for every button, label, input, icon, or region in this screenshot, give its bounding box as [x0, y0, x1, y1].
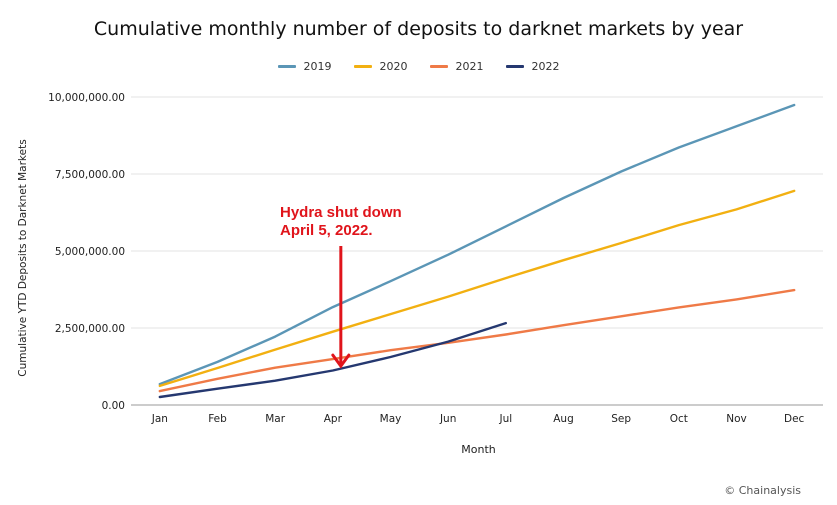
- annotation-line-1: Hydra shut down: [280, 204, 402, 221]
- legend-label-2019: 2019: [303, 60, 332, 73]
- y-tick-label-0: 0.00: [102, 400, 125, 412]
- series-line-2022: [158, 321, 507, 399]
- series-line-2021: [158, 288, 796, 393]
- x-tick-label-apr: Apr: [324, 413, 343, 425]
- legend-item-2021[interactable]: 2021: [429, 60, 484, 73]
- y-tick-label-4: 10,000,000.00: [48, 92, 125, 104]
- legend-label-2021: 2021: [455, 60, 484, 73]
- legend-item-2019[interactable]: 2019: [277, 60, 332, 73]
- legend-label-2020: 2020: [379, 60, 408, 73]
- annotation-line-2: April 5, 2022.: [280, 222, 373, 239]
- hydra-annotation: Hydra shut down April 5, 2022.: [280, 204, 402, 240]
- x-tick-label-oct: Oct: [670, 413, 688, 425]
- x-tick-label-jun: Jun: [439, 413, 456, 425]
- legend-swatch-2020: [353, 65, 372, 68]
- x-axis-title: Month: [461, 443, 496, 456]
- legend-label-2022: 2022: [531, 60, 560, 73]
- y-tick-label-2: 5,000,000.00: [55, 246, 125, 258]
- annotation-arrow-head: [331, 353, 351, 369]
- credit-text: © Chainalysis: [724, 484, 801, 497]
- legend-swatch-2019: [277, 65, 296, 68]
- x-tick-label-feb: Feb: [208, 413, 227, 425]
- legend-item-2020[interactable]: 2020: [353, 60, 408, 73]
- x-tick-label-nov: Nov: [726, 413, 747, 425]
- x-tick-label-sep: Sep: [611, 413, 631, 425]
- x-tick-label-jan: Jan: [151, 413, 168, 425]
- x-tick-label-jul: Jul: [498, 413, 512, 425]
- legend-swatch-2021: [429, 65, 448, 68]
- x-tick-label-aug: Aug: [553, 413, 574, 425]
- chart-title: Cumulative monthly number of deposits to…: [93, 18, 744, 40]
- legend-item-2022[interactable]: 2022: [505, 60, 560, 73]
- series-line-2019: [158, 103, 796, 386]
- x-tick-label-dec: Dec: [784, 413, 805, 425]
- y-axis-title: Cumulative YTD Deposits to Darknet Marke…: [17, 139, 29, 377]
- y-tick-label-1: 2,500,000.00: [55, 323, 125, 335]
- x-tick-label-may: May: [380, 413, 402, 425]
- y-tick-label-3: 7,500,000.00: [55, 169, 125, 181]
- legend: 2019 2020 2021 2022: [0, 60, 837, 73]
- legend-swatch-2022: [505, 65, 524, 68]
- x-tick-label-mar: Mar: [265, 413, 285, 425]
- series-line-2020: [158, 189, 796, 388]
